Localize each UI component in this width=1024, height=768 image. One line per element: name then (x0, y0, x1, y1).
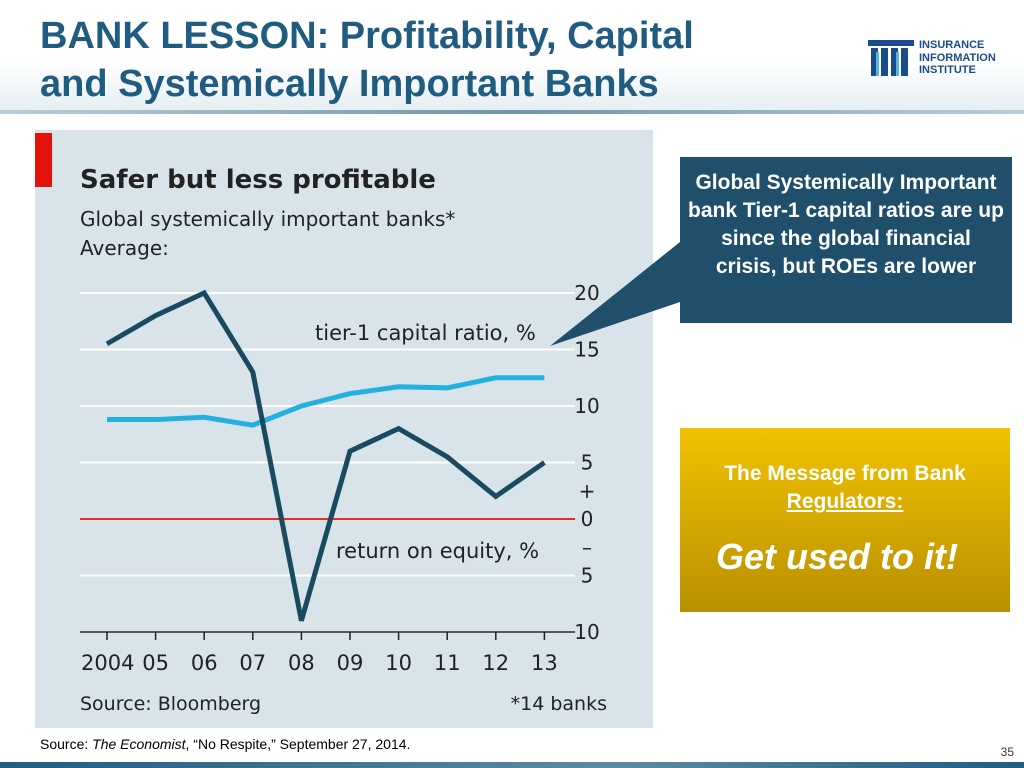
y-tick-label: 20 (574, 281, 599, 305)
logo-line: INFORMATION (919, 51, 996, 64)
message-underlined: Regulators: (786, 490, 904, 513)
y-tick-label: – (582, 535, 592, 559)
x-tick-label: 05 (142, 651, 169, 675)
source-prefix: Source: (40, 736, 93, 752)
y-tick-label: 5 (581, 451, 594, 475)
xtick-layer: 2004 05 06 07 08 09 10 11 12 13 (81, 632, 558, 675)
y-tick-label: + (579, 479, 596, 503)
x-tick-label: 10 (385, 651, 412, 675)
header-rule (0, 110, 1024, 114)
x-tick-label: 06 (191, 651, 218, 675)
x-tick-label: 13 (531, 651, 558, 675)
red-tab (35, 133, 52, 187)
y-tick-label: 10 (574, 620, 599, 644)
slide-title: BANK LESSON: Profitability, Capital and … (40, 12, 820, 108)
ytick-layer: 20 15 10 5 +0 – 5 10 (574, 281, 599, 644)
x-tick-label: 09 (337, 651, 364, 675)
page-number: 35 (1000, 745, 1014, 759)
slide-title-line-2: and Systemically Important Banks (40, 63, 659, 105)
grid-layer (80, 292, 575, 633)
return-on-equity-line (105, 289, 546, 622)
chart-source: Source: Bloomberg (80, 693, 261, 715)
x-tick-label: 2004 (81, 651, 134, 675)
x-tick-label: 07 (239, 651, 266, 675)
series-layer (105, 289, 546, 622)
iii-logo: INSURANCE INFORMATION INSTITUTE (868, 38, 1018, 82)
message-big-text: Get used to it! (716, 536, 958, 577)
chart-panel: Safer but less profitable Global systemi… (35, 130, 653, 728)
message-prefix: The Message from Bank (724, 462, 966, 485)
logo-line: INSTITUTE (919, 64, 976, 76)
x-tick-label: 11 (434, 651, 461, 675)
slide-title-line-1: BANK LESSON: Profitability, Capital (40, 15, 694, 57)
callout-text: Global Systemically Important bank Tier-… (688, 171, 1004, 278)
y-tick-label: 10 (574, 394, 599, 418)
tier1-capital-ratio-line (107, 375, 545, 428)
header-band (0, 0, 1024, 112)
callout-box: Global Systemically Important bank Tier-… (680, 157, 1012, 323)
chart-title: Safer but less profitable (80, 165, 436, 195)
callout-pointer (550, 242, 680, 346)
chart-subtitle-2: Average: (80, 236, 169, 260)
x-tick-label: 08 (288, 651, 315, 675)
source-note: Source: The Economist, “No Respite,” Sep… (40, 736, 410, 752)
chart-svg: Safer but less profitable Global systemi… (35, 133, 607, 715)
y-tick-label: 15 (574, 338, 599, 362)
y-tick-label: 0 (581, 507, 594, 531)
iii-logo-mark-icon (868, 40, 914, 76)
roe-series-label: return on equity, % (336, 539, 539, 563)
bottom-bar (0, 762, 1024, 768)
chart-footnote: *14 banks (511, 693, 607, 715)
source-publication: The Economist (92, 736, 186, 752)
tier1-series-label: tier-1 capital ratio, % (315, 321, 536, 345)
iii-logo-text: INSURANCE INFORMATION INSTITUTE (919, 39, 996, 77)
y-tick-label: 5 (581, 564, 594, 588)
logo-line: INSURANCE (919, 39, 985, 51)
source-rest: , “No Respite,” September 27, 2014. (185, 736, 411, 752)
message-heading: The Message from Bank Regulators: (680, 460, 1010, 516)
chart-subtitle: Global systemically important banks* (80, 207, 455, 231)
message-box: The Message from Bank Regulators: Get us… (680, 428, 1010, 612)
x-tick-label: 12 (482, 651, 509, 675)
